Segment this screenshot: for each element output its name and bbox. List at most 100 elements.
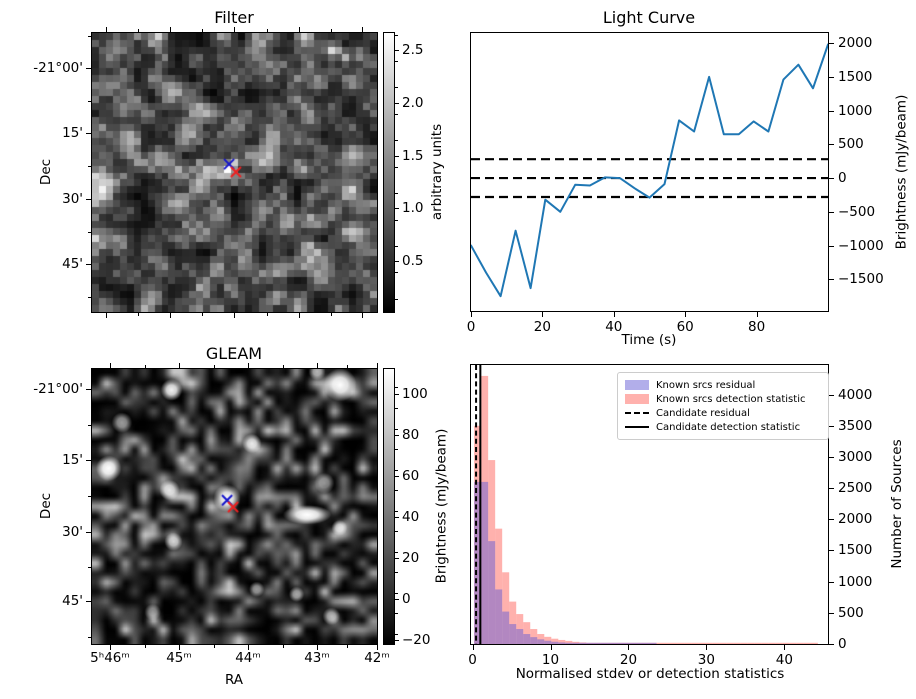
tick-mark [248, 363, 249, 368]
tick-mark [613, 312, 615, 317]
tick-mark [829, 43, 834, 45]
tick-mark [829, 644, 834, 645]
tick-mark [88, 424, 91, 426]
tick-mark [110, 363, 111, 368]
tick-mark [829, 76, 834, 78]
filter-plot-area [91, 32, 378, 313]
tick-mark [395, 613, 398, 615]
tick-mark [395, 572, 398, 574]
tick-mark [395, 245, 398, 247]
tick-label: 100 [402, 385, 428, 402]
tick-label: 20 [533, 319, 551, 335]
legend-item: Candidate residual [625, 406, 821, 420]
tick-label: 500 [838, 604, 864, 621]
legend-item: Known srcs residual [625, 378, 821, 392]
tick-mark [248, 645, 249, 650]
tick-mark [395, 193, 398, 195]
tick-label: 0 [838, 636, 847, 652]
light-curve-title: Light Curve [602, 8, 696, 27]
legend-patch-swatch [625, 380, 649, 390]
tick-mark [395, 87, 398, 89]
tick-mark [88, 231, 91, 233]
tick-label: 45ᵐ [166, 650, 192, 666]
histogram-bars-residual [474, 481, 657, 644]
tick-mark [86, 199, 91, 200]
legend-patch-swatch [625, 394, 649, 404]
histogram-chart [474, 365, 818, 644]
tick-mark [144, 645, 146, 648]
gleam-plot-area [91, 368, 378, 645]
tick-label: 30 [697, 652, 715, 668]
tick-mark [110, 645, 111, 650]
tick-mark [138, 29, 139, 32]
tick-label: 0 [838, 170, 847, 187]
tick-mark [395, 639, 399, 641]
tick-label: 60 [676, 319, 694, 335]
tick-mark [395, 155, 399, 157]
tick-label: 10 [541, 652, 560, 668]
tick-label: 40 [605, 319, 623, 335]
tick-label: −20 [402, 631, 431, 648]
tick-mark [395, 490, 398, 492]
tick-mark [213, 365, 215, 368]
tick-mark [347, 645, 348, 648]
tick-mark [395, 633, 398, 635]
histogram-legend: Known srcs residual Known srcs detection … [617, 372, 829, 440]
tick-mark [88, 296, 91, 298]
gleam-sky-image [92, 369, 377, 644]
legend-dashed-line-swatch [625, 412, 649, 414]
tick-mark [628, 645, 630, 650]
tick-mark [395, 592, 398, 594]
tick-label: 2.0 [402, 94, 424, 111]
tick-mark [829, 110, 834, 112]
tick-mark [86, 68, 91, 69]
tick-label: 60 [402, 467, 420, 484]
tick-mark [395, 393, 399, 395]
tick-label: 1.5 [402, 147, 424, 164]
tick-label: 40 [775, 652, 793, 668]
tick-mark [395, 102, 399, 104]
tick-mark [829, 519, 834, 521]
tick-mark [395, 557, 399, 559]
filter-title: Filter [214, 8, 254, 27]
tick-label: 42ᵐ [364, 650, 390, 666]
tick-mark [395, 551, 398, 553]
tick-mark [330, 313, 332, 316]
legend-label: Known srcs residual [656, 379, 756, 391]
tick-label: 40 [402, 508, 420, 525]
tick-mark [395, 475, 399, 477]
tick-label: −1000 [838, 237, 884, 254]
tick-mark [170, 27, 171, 32]
tick-label: 3000 [838, 448, 873, 465]
tick-mark [395, 407, 398, 409]
tick-mark [395, 516, 399, 518]
tick-mark [395, 298, 398, 300]
tick-mark [395, 510, 398, 512]
tick-mark [106, 313, 107, 318]
tick-label: 0.5 [402, 253, 424, 270]
tick-label: 0 [468, 652, 477, 668]
legend-item: Known srcs detection statistic [625, 392, 821, 406]
tick-label: 2000 [838, 511, 873, 528]
legend-label: Candidate detection statistic [656, 421, 801, 433]
tick-mark [88, 100, 91, 102]
tick-label: 1.0 [402, 200, 424, 217]
tick-label: 43ᵐ [304, 650, 330, 666]
tick-mark [86, 264, 91, 265]
tick-mark [266, 29, 268, 32]
tick-label: 5ʰ46ᵐ [90, 650, 130, 666]
histogram-x-axis-label: Normalised stdev or detection statistics [515, 666, 785, 682]
tick-mark [88, 35, 91, 37]
tick-mark [213, 645, 215, 648]
tick-mark [282, 365, 284, 368]
tick-mark [395, 166, 398, 168]
gleam-x-axis-label: RA [224, 672, 244, 688]
tick-label: 0 [466, 319, 476, 335]
tick-label: −1500 [838, 271, 884, 288]
tick-mark [829, 279, 834, 281]
tick-mark [299, 313, 300, 318]
tick-mark [784, 645, 786, 650]
tick-mark [86, 460, 91, 461]
